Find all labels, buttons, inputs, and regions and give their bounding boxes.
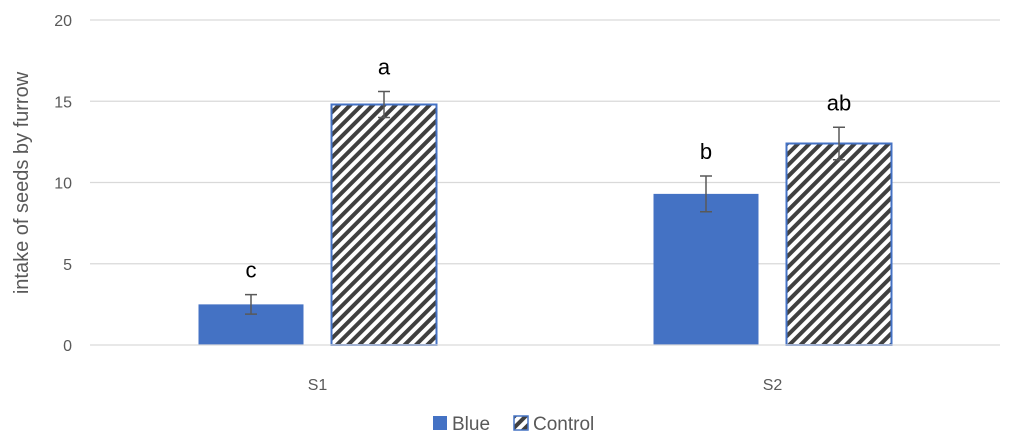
y-axis-ticks: 0 5 10 15 20	[54, 13, 72, 355]
bar-control-s1	[330, 103, 438, 346]
legend-swatch-blue	[433, 416, 447, 430]
y-tick-label: 10	[54, 176, 72, 193]
error-bars	[245, 90, 845, 315]
y-tick-label: 15	[54, 94, 72, 111]
x-tick-label: S1	[308, 377, 328, 394]
significance-label: a	[378, 55, 391, 80]
bar-blue-s2	[653, 193, 759, 345]
significance-label: c	[246, 258, 257, 283]
legend-label-blue: Blue	[452, 414, 490, 435]
bars	[198, 103, 893, 346]
legend-swatch-control	[513, 415, 529, 431]
bar-control-s2	[785, 142, 893, 346]
y-tick-label: 5	[63, 257, 72, 274]
legend: Blue Control	[433, 414, 594, 435]
significance-label: b	[700, 139, 712, 164]
y-axis-label: intake of seeds by furrow	[11, 71, 33, 294]
y-tick-label: 20	[54, 13, 72, 30]
y-tick-label: 0	[63, 338, 72, 355]
x-tick-label: S2	[763, 377, 783, 394]
legend-label-control: Control	[533, 414, 594, 435]
x-axis-ticks: S1 S2	[308, 377, 783, 394]
significance-label: ab	[827, 90, 851, 115]
